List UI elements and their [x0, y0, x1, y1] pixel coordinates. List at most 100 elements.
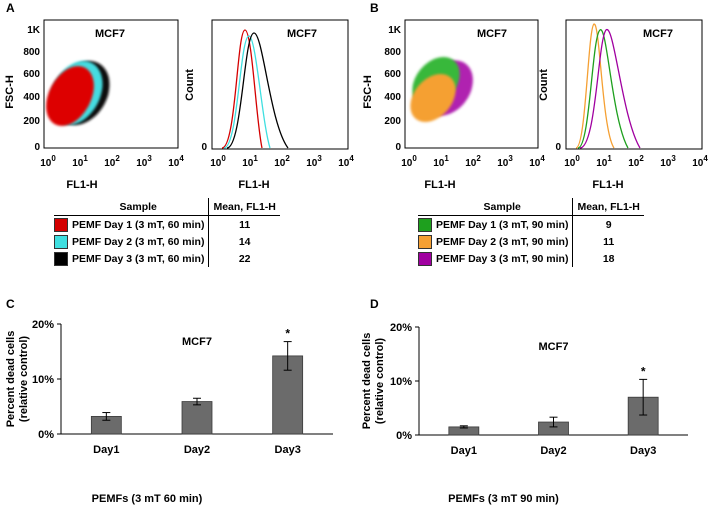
y-tick-label: 20%: [390, 322, 412, 334]
y-axis-label-2: (relative control): [18, 336, 30, 423]
scatter-a-ytick: 400: [23, 92, 40, 103]
scatter-b-yticks: 1K 800 600 400 200 0: [384, 25, 401, 153]
scatter-a-day1: [46, 66, 94, 126]
histogram-a-title: MCF7: [287, 28, 317, 40]
table-row-mean: 22: [208, 250, 280, 267]
xtick-label: 103: [136, 154, 152, 169]
histogram-a-xticks: 100 101 102 103 104: [210, 154, 354, 169]
panel-letter-c: C: [6, 297, 15, 311]
color-swatch: [54, 251, 68, 266]
panel-a-histogram: MCF7 0 Count 100 101 102 103 104 FL1-H: [184, 19, 354, 191]
category-label: Day3: [630, 445, 656, 457]
table-header-mean: Mean, FL1-H: [572, 198, 644, 216]
panel-b-scatter: MCF7 1K 800 600 400 200 0 FSC-H 100 101 10…: [362, 19, 545, 191]
scatter-a-ylabel: FSC-H: [4, 75, 16, 109]
table-row-label: PEMF Day 2 (3 mT, 90 min): [436, 235, 569, 248]
table-header-sample: Sample: [68, 198, 209, 216]
panel-letter-a: A: [6, 1, 15, 15]
y-axis-label: Percent dead cells: [5, 331, 17, 428]
histogram-a-ytick: 0: [201, 142, 207, 153]
bar: [181, 401, 213, 435]
xtick-label: 104: [338, 154, 354, 169]
table-row-label: PEMF Day 1 (3 mT, 60 min): [72, 218, 205, 231]
chart-title: MCF7: [539, 341, 569, 353]
y-axis-label-2: (relative control): [374, 338, 386, 425]
panel-letter-d: D: [370, 297, 379, 311]
scatter-a-title: MCF7: [95, 28, 125, 40]
significance-mark: *: [285, 327, 290, 341]
histogram-b-title: MCF7: [643, 28, 673, 40]
scatter-b-ylabel: FSC-H: [362, 75, 374, 109]
xtick-label: 102: [274, 154, 290, 169]
table-row-mean: 18: [572, 250, 644, 267]
table-row: PEMF Day 2 (3 mT, 60 min) 14: [54, 233, 280, 250]
y-tick-label: 10%: [390, 376, 412, 388]
xtick-label: 101: [242, 154, 258, 169]
panel-letter-b: B: [370, 1, 379, 15]
xtick-label: 102: [628, 154, 644, 169]
table-row-label: PEMF Day 2 (3 mT, 60 min): [72, 235, 205, 248]
y-axis-label: Percent dead cells: [361, 333, 373, 430]
scatter-b-ytick: 600: [384, 69, 401, 80]
table-header: Sample Mean, FL1-H: [418, 198, 644, 216]
table-row-label: PEMF Day 1 (3 mT, 90 min): [436, 218, 569, 231]
table-row-mean: 9: [572, 215, 644, 233]
table-header-sample: Sample: [432, 198, 573, 216]
table-row-mean: 14: [208, 233, 280, 250]
histogram-b-day2: [575, 23, 615, 149]
panel-b-histogram: MCF7 0 Count 100 101 102 103 104 FL1-H: [538, 19, 708, 191]
xtick-label: 102: [104, 154, 120, 169]
scatter-a-ytick: 200: [23, 116, 40, 127]
table-row: PEMF Day 1 (3 mT, 60 min) 11: [54, 215, 280, 233]
panel-a-mean-table: Sample Mean, FL1-H PEMF Day 1 (3 mT, 60 …: [54, 198, 280, 267]
scatter-b-ytick: 200: [384, 116, 401, 127]
table-row-label: PEMF Day 3 (3 mT, 60 min): [72, 252, 205, 265]
y-tick-label: 0%: [396, 430, 412, 442]
color-swatch: [418, 234, 432, 249]
histogram-a-day2: [223, 35, 271, 149]
xtick-label: 103: [306, 154, 322, 169]
xtick-label: 101: [72, 154, 88, 169]
scatter-a-ytick: 600: [23, 69, 40, 80]
color-swatch: [54, 234, 68, 249]
xtick-label: 100: [401, 154, 417, 169]
xtick-label: 104: [692, 154, 708, 169]
xtick-label: 104: [529, 154, 545, 169]
scatter-b-xlabel: FL1-H: [424, 179, 455, 191]
x-axis-label: PEMFs (3 mT 90 min): [448, 493, 559, 505]
histogram-a-day1: [221, 29, 263, 149]
table-row: PEMF Day 3 (3 mT, 60 min) 22: [54, 250, 280, 267]
xtick-label: 100: [210, 154, 226, 169]
histogram-b-ytick: 0: [555, 142, 561, 153]
scatter-a-ytick: 800: [23, 47, 40, 58]
xtick-label: 103: [660, 154, 676, 169]
significance-mark: *: [641, 364, 646, 378]
histogram-b-ylabel: Count: [538, 69, 550, 101]
scatter-b-ytick: 0: [395, 142, 401, 153]
scatter-b-cloud: [410, 56, 473, 123]
xtick-label: 104: [168, 154, 184, 169]
scatter-b-ytick: 1K: [388, 25, 402, 36]
xtick-label: 100: [564, 154, 580, 169]
scatter-b-title: MCF7: [477, 28, 507, 40]
panel-a-scatter: MCF7 1K 800 600 400 200 0 FSC-H 100 101 10…: [4, 19, 184, 191]
y-tick-label: 20%: [32, 319, 54, 331]
xtick-label: 101: [433, 154, 449, 169]
xtick-label: 100: [40, 154, 56, 169]
scatter-a-ytick: 1K: [27, 25, 41, 36]
histogram-b-day3: [579, 29, 641, 149]
color-swatch: [418, 251, 432, 266]
scatter-a-xlabel: FL1-H: [66, 179, 97, 191]
y-tick-label: 0%: [38, 429, 54, 441]
scatter-a-cloud: [46, 60, 110, 126]
histogram-a-xlabel: FL1-H: [238, 179, 269, 191]
xtick-label: 102: [465, 154, 481, 169]
category-label: Day1: [93, 444, 119, 456]
histogram-b-xticks: 100 101 102 103 104: [564, 154, 708, 169]
scatter-a-yticks: 1K 800 600 400 200 0: [23, 25, 40, 153]
panel-b-mean-table: Sample Mean, FL1-H PEMF Day 1 (3 mT, 90 …: [418, 198, 644, 267]
scatter-b-ytick: 800: [384, 47, 401, 58]
bar-chart-d: 0% 10% 20% Day1 Day2 * Day3 MCF7 Percent dead ce…: [361, 322, 688, 505]
scatter-b-xticks: 100 101 102 103 104: [401, 154, 545, 169]
